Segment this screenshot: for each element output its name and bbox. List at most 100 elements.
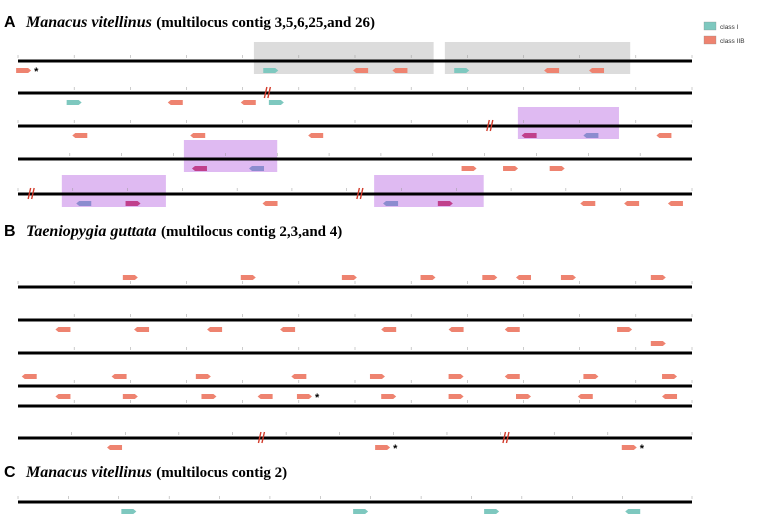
gene-class-iib-arrow [21, 374, 37, 379]
panel-c-letter: C [4, 464, 16, 481]
gene-class-iib-arrow [55, 394, 71, 399]
gene-class-i-arrow [625, 509, 641, 514]
track-row-a-5 [17, 175, 693, 207]
legend-label-class-iib: class IIB [720, 38, 745, 45]
gene-class-iib-arrow [656, 133, 672, 138]
gene-class-i-arrow [353, 509, 369, 514]
gene-class-iib-arrow [257, 394, 273, 399]
gene-class-iib-arrow [650, 275, 666, 280]
gene-blue-arrow [248, 166, 264, 171]
gene-class-iib-arrow [167, 100, 183, 105]
contig-break-mark [27, 187, 32, 200]
gene-class-i-arrow [121, 509, 137, 514]
gene-class-iib-arrow [504, 374, 520, 379]
gene-class-iib-arrow [280, 327, 296, 332]
gene-class-iib-arrow [549, 166, 565, 171]
gene-asterisk: * [640, 443, 645, 455]
panel-b-title: B Taeniopygia guttata (multilocus contig… [4, 223, 342, 240]
contig-break-mark [505, 431, 510, 444]
shaded-region-purple [61, 175, 166, 207]
gene-class-iib-arrow [448, 327, 464, 332]
track-row-b-3 [18, 341, 693, 355]
gene-blue-arrow [76, 201, 92, 206]
gene-class-iib-arrow [624, 201, 640, 206]
gene-class-iib-arrow [580, 201, 596, 206]
gene-class-iib-arrow [122, 275, 138, 280]
gene-blue-arrow [383, 201, 399, 206]
track-row-a-1: * [16, 42, 693, 78]
gene-class-iib-arrow [577, 394, 593, 399]
gene-class-iib-arrow [392, 68, 408, 73]
gene-class-iib-arrow [650, 341, 666, 346]
legend: class I class IIB [703, 21, 745, 45]
gene-class-iib-arrow [308, 133, 324, 138]
gene-class-iib-arrow [448, 394, 464, 399]
gene-class-iib-arrow [55, 327, 71, 332]
track-row-b-2 [18, 314, 693, 332]
gene-class-iib-arrow [544, 68, 560, 73]
gene-class-iib-arrow [190, 133, 206, 138]
gene-purple-arrow [191, 166, 207, 171]
gene-class-iib-arrow [375, 445, 391, 450]
gene-class-iib-arrow [72, 133, 88, 138]
gene-class-iib-arrow [111, 374, 127, 379]
gene-class-iib-arrow [662, 394, 678, 399]
track-row-c-1 [17, 496, 693, 514]
gene-asterisk: * [393, 443, 398, 455]
gene-class-iib-arrow [448, 374, 464, 379]
contig-break-mark [502, 431, 507, 444]
gene-class-iib-arrow [504, 327, 520, 332]
contig-break-mark [356, 187, 361, 200]
gene-class-i-arrow [66, 100, 82, 105]
gene-class-iib-arrow [667, 201, 683, 206]
gene-class-iib-arrow [369, 374, 385, 379]
gene-class-iib-arrow [195, 374, 211, 379]
track-row-a-4 [18, 140, 692, 172]
gene-class-iib-arrow [296, 394, 312, 399]
gene-class-iib-arrow [107, 445, 123, 450]
contig-break-mark [261, 431, 266, 444]
legend-label-class-i: class I [720, 24, 739, 31]
contig-break-mark [30, 187, 35, 200]
panel-a-title: A Manacus vitellinus (multilocus contig … [4, 14, 375, 31]
gene-class-iib-arrow [583, 374, 599, 379]
gene-class-iib-arrow [240, 100, 256, 105]
gene-class-iib-arrow [16, 68, 32, 73]
contig-break-mark [489, 119, 494, 132]
legend-swatch-class-iib [703, 35, 717, 45]
panel-b-species: Taeniopygia guttata [26, 223, 157, 240]
gene-blue-arrow [583, 133, 599, 138]
panel-a-letter: A [4, 14, 16, 31]
gene-class-iib-arrow [420, 275, 436, 280]
gene-class-iib-arrow [621, 445, 637, 450]
gene-class-iib-arrow [662, 374, 678, 379]
panel-b-subtitle: (multilocus contig 2,3,and 4) [161, 224, 342, 240]
track-row-a-3 [17, 107, 693, 139]
gene-purple-arrow [125, 201, 141, 206]
panel-a-species: Manacus vitellinus [25, 14, 152, 31]
contig-break-mark [257, 431, 262, 444]
panel-a-subtitle: (multilocus contig 3,5,6,25,and 26) [156, 15, 375, 31]
gene-class-iib-arrow [589, 68, 605, 73]
legend-swatch-class-i [703, 21, 717, 31]
gene-class-i-arrow [484, 509, 500, 514]
gene-class-iib-arrow [291, 374, 307, 379]
gene-class-iib-arrow [461, 166, 477, 171]
gene-class-iib-arrow [240, 275, 256, 280]
gene-class-i-arrow [268, 100, 284, 105]
panel-c-species: Manacus vitellinus [25, 464, 152, 481]
gene-asterisk: * [315, 392, 320, 404]
gene-purple-arrow [521, 133, 537, 138]
gene-class-iib-arrow [381, 394, 397, 399]
gene-purple-arrow [437, 201, 453, 206]
chromosome-tracks: * * * * [16, 42, 693, 514]
track-row-b-1 [17, 275, 693, 289]
gene-class-iib-arrow [516, 275, 531, 280]
gene-class-i-arrow [454, 68, 470, 73]
gene-class-iib-arrow [503, 166, 519, 171]
track-row-a-2 [18, 86, 693, 105]
panel-c-title: C Manacus vitellinus (multilocus contig … [4, 464, 287, 481]
gene-class-iib-arrow [617, 327, 633, 332]
track-row-b-4 [18, 374, 693, 388]
